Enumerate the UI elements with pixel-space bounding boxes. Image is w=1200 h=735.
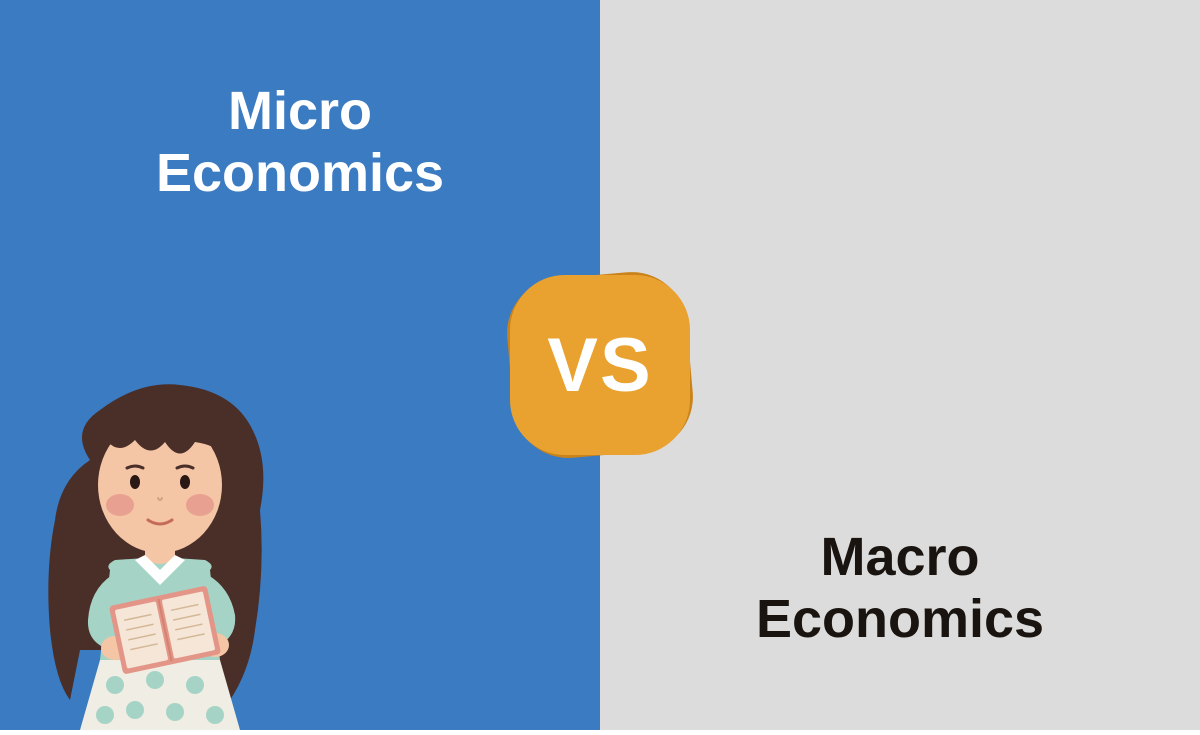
right-title-line2: Economics [756,588,1044,650]
left-title-line2: Economics [156,142,444,204]
vs-text: VS [547,322,652,409]
left-title-line1: Micro [156,80,444,142]
right-title-line1: Macro [756,526,1044,588]
girl-reading-illustration [20,370,330,730]
vs-badge-front-layer: VS [510,275,690,455]
right-title: Macro Economics [756,526,1044,650]
left-title: Micro Economics [156,80,444,204]
vs-badge: VS [510,275,690,455]
